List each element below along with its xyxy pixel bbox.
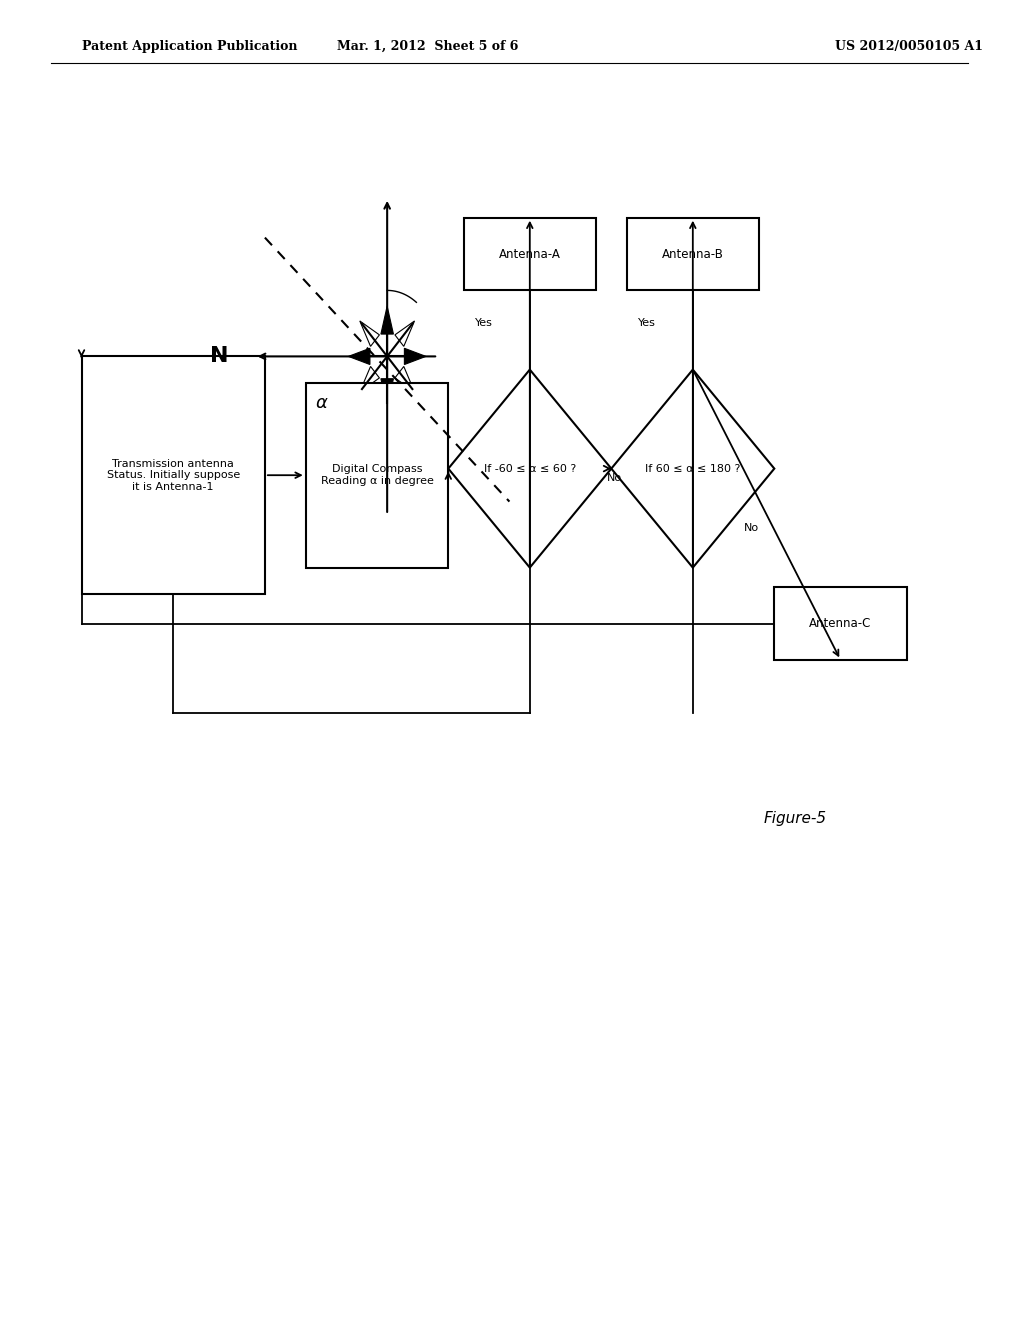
- Polygon shape: [611, 370, 774, 568]
- Polygon shape: [381, 379, 393, 407]
- Polygon shape: [348, 348, 370, 364]
- Text: If -60 ≤ α ≤ 60 ?: If -60 ≤ α ≤ 60 ?: [483, 463, 575, 474]
- Text: Yes: Yes: [475, 318, 493, 329]
- Polygon shape: [381, 306, 393, 334]
- Text: N: N: [210, 346, 228, 367]
- Text: Figure-5: Figure-5: [763, 810, 826, 826]
- Text: No: No: [744, 523, 760, 533]
- Text: α: α: [315, 393, 327, 412]
- Text: Mar. 1, 2012  Sheet 5 of 6: Mar. 1, 2012 Sheet 5 of 6: [337, 40, 518, 53]
- Polygon shape: [359, 321, 380, 346]
- FancyBboxPatch shape: [774, 587, 907, 660]
- FancyBboxPatch shape: [305, 383, 449, 568]
- FancyBboxPatch shape: [464, 218, 596, 290]
- Text: US 2012/0050105 A1: US 2012/0050105 A1: [836, 40, 983, 53]
- Polygon shape: [395, 321, 415, 346]
- FancyBboxPatch shape: [627, 218, 759, 290]
- Polygon shape: [404, 348, 426, 364]
- Text: Antenna-A: Antenna-A: [499, 248, 561, 260]
- Text: Patent Application Publication: Patent Application Publication: [82, 40, 297, 53]
- Polygon shape: [395, 367, 415, 392]
- Text: Digital Compass
Reading α in degree: Digital Compass Reading α in degree: [321, 465, 433, 486]
- Polygon shape: [449, 370, 611, 568]
- Text: If 60 ≤ α ≤ 180 ?: If 60 ≤ α ≤ 180 ?: [645, 463, 740, 474]
- FancyBboxPatch shape: [82, 356, 265, 594]
- Text: No: No: [607, 473, 622, 483]
- Text: Transmission antenna
Status. Initially suppose
it is Antenna-1: Transmission antenna Status. Initially s…: [106, 458, 240, 492]
- Text: Antenna-B: Antenna-B: [662, 248, 724, 260]
- Text: Yes: Yes: [638, 318, 656, 329]
- Polygon shape: [359, 367, 380, 392]
- Text: Antenna-C: Antenna-C: [809, 618, 871, 630]
